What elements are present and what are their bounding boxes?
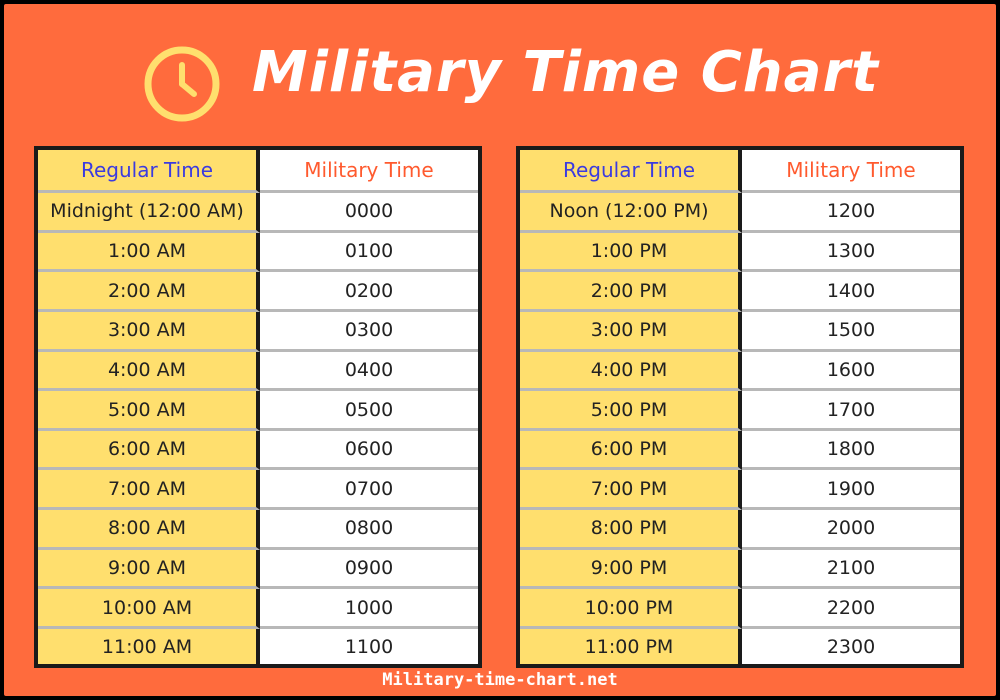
regular-time-header: Regular Time — [38, 150, 260, 193]
table-header-row: Regular Time Military Time — [38, 150, 478, 193]
military-time-cell: 0100 — [260, 232, 478, 273]
table-row: 5:00 AM 0500 — [38, 391, 478, 431]
table-row: 2:00 PM 1400 — [520, 272, 960, 312]
table-row: Noon (12:00 PM) 1200 — [520, 193, 960, 233]
military-time-cell: 1900 — [742, 470, 960, 511]
pm-table-body: Noon (12:00 PM) 1200 1:00 PM 1300 2:00 PM 140… — [520, 193, 960, 664]
table-row: 3:00 PM 1500 — [520, 311, 960, 352]
military-time-cell: 2300 — [742, 629, 960, 664]
regular-time-cell: 9:00 PM — [520, 549, 742, 590]
military-time-cell: 0400 — [260, 351, 478, 392]
military-time-cell: 0800 — [260, 510, 478, 550]
table-row: 4:00 AM 0400 — [38, 351, 478, 392]
table-row: 11:00 PM 2300 — [520, 629, 960, 664]
regular-time-cell: 4:00 AM — [38, 351, 260, 392]
military-time-cell: 1400 — [742, 272, 960, 312]
regular-time-cell: 8:00 AM — [38, 510, 260, 550]
military-time-header: Military Time — [742, 150, 960, 193]
table-row: 8:00 AM 0800 — [38, 510, 478, 550]
time-table-pm: Regular Time Military Time Noon (12:00 P… — [516, 146, 964, 668]
table-row: 1:00 AM 0100 — [38, 232, 478, 273]
military-time-cell: 1600 — [742, 351, 960, 392]
regular-time-cell: 1:00 PM — [520, 232, 742, 273]
table-row: 8:00 PM 2000 — [520, 510, 960, 550]
military-time-header: Military Time — [260, 150, 478, 193]
table-row: 9:00 PM 2100 — [520, 549, 960, 590]
regular-time-cell: 5:00 AM — [38, 391, 260, 431]
military-time-cell: 0500 — [260, 391, 478, 431]
regular-time-cell: 10:00 PM — [520, 589, 742, 630]
regular-time-cell: 6:00 AM — [38, 430, 260, 471]
table-row: 5:00 PM 1700 — [520, 391, 960, 431]
regular-time-cell: 7:00 AM — [38, 470, 260, 511]
am-table-body: Midnight (12:00 AM) 0000 1:00 AM 0100 2:00 A… — [38, 193, 478, 664]
military-time-cell: 1100 — [260, 629, 478, 664]
table-row: Midnight (12:00 AM) 0000 — [38, 193, 478, 233]
military-time-cell: 1300 — [742, 232, 960, 273]
regular-time-cell: 2:00 AM — [38, 272, 260, 312]
am-table: Regular Time Military Time Midnight (12:… — [34, 146, 482, 668]
military-time-cell: 0000 — [260, 193, 478, 233]
regular-time-cell: 3:00 AM — [38, 311, 260, 352]
table-row: 3:00 AM 0300 — [38, 311, 478, 352]
regular-time-cell: 3:00 PM — [520, 311, 742, 352]
regular-time-cell: 8:00 PM — [520, 510, 742, 550]
military-time-cell: 0600 — [260, 430, 478, 471]
regular-time-cell: 11:00 AM — [38, 629, 260, 664]
military-time-cell: 1700 — [742, 391, 960, 431]
military-time-cell: 1800 — [742, 430, 960, 471]
regular-time-cell: 1:00 AM — [38, 232, 260, 273]
table-row: 6:00 PM 1800 — [520, 430, 960, 471]
regular-time-cell: 11:00 PM — [520, 629, 742, 664]
regular-time-cell: 2:00 PM — [520, 272, 742, 312]
military-time-cell: 0200 — [260, 272, 478, 312]
time-table-am: Regular Time Military Time Midnight (12:… — [34, 146, 482, 668]
military-time-cell: 1200 — [742, 193, 960, 233]
military-time-cell: 1000 — [260, 589, 478, 630]
table-row: 7:00 AM 0700 — [38, 470, 478, 511]
regular-time-header: Regular Time — [520, 150, 742, 193]
military-time-cell: 0300 — [260, 311, 478, 352]
military-time-cell: 2100 — [742, 549, 960, 590]
regular-time-cell: 6:00 PM — [520, 430, 742, 471]
military-time-cell: 0700 — [260, 470, 478, 511]
regular-time-cell: 10:00 AM — [38, 589, 260, 630]
military-time-cell: 2200 — [742, 589, 960, 630]
table-row: 10:00 AM 1000 — [38, 589, 478, 630]
table-header-row: Regular Time Military Time — [520, 150, 960, 193]
footer-website: Military-time-chart.net — [382, 670, 618, 690]
regular-time-cell: Noon (12:00 PM) — [520, 193, 742, 233]
header: Military Time Chart — [4, 38, 996, 128]
table-row: 2:00 AM 0200 — [38, 272, 478, 312]
regular-time-cell: 9:00 AM — [38, 549, 260, 590]
regular-time-cell: 7:00 PM — [520, 470, 742, 511]
table-row: 9:00 AM 0900 — [38, 549, 478, 590]
table-row: 6:00 AM 0600 — [38, 430, 478, 471]
table-row: 10:00 PM 2200 — [520, 589, 960, 630]
regular-time-cell: 4:00 PM — [520, 351, 742, 392]
table-row: 4:00 PM 1600 — [520, 351, 960, 392]
pm-table: Regular Time Military Time Noon (12:00 P… — [516, 146, 964, 668]
regular-time-cell: 5:00 PM — [520, 391, 742, 431]
military-time-cell: 1500 — [742, 311, 960, 352]
table-row: 7:00 PM 1900 — [520, 470, 960, 511]
table-row: 1:00 PM 1300 — [520, 232, 960, 273]
military-time-cell: 0900 — [260, 549, 478, 590]
military-time-cell: 2000 — [742, 510, 960, 550]
chart-background: Military Time Chart Regular Time Militar… — [4, 4, 996, 696]
clock-icon — [144, 46, 220, 122]
page-title: Military Time Chart — [252, 40, 879, 105]
table-row: 11:00 AM 1100 — [38, 629, 478, 664]
regular-time-cell: Midnight (12:00 AM) — [38, 193, 260, 233]
